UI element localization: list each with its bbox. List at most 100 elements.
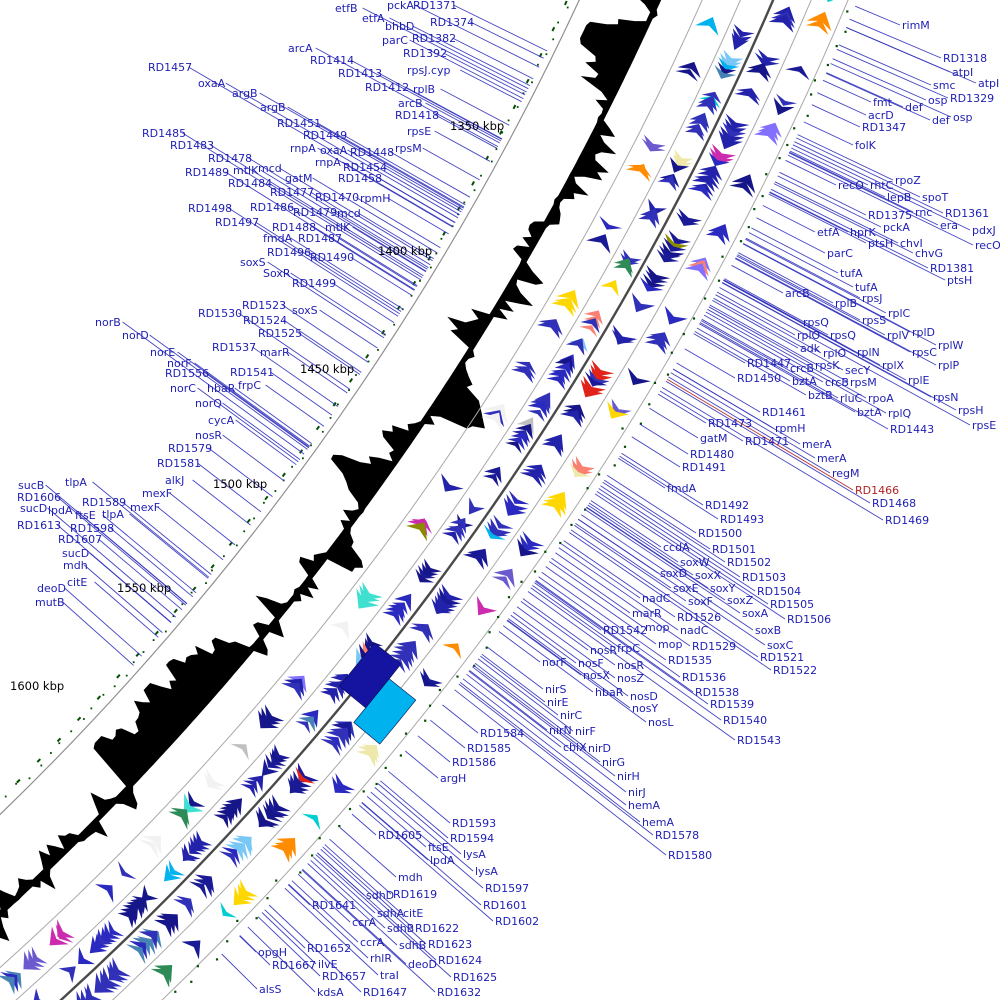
gene-label[interactable]: sucD bbox=[20, 502, 47, 515]
gene-label[interactable]: RD1347 bbox=[862, 121, 906, 134]
gene-arrow[interactable] bbox=[168, 811, 188, 830]
gene-label[interactable]: traI bbox=[380, 969, 399, 982]
gene-label[interactable]: RD1505 bbox=[770, 598, 814, 611]
gene-arrow[interactable] bbox=[164, 863, 182, 882]
gene-label[interactable]: nosD bbox=[630, 690, 658, 703]
gene-label[interactable]: RD1449 bbox=[303, 129, 347, 142]
gene-arrow[interactable] bbox=[407, 518, 428, 537]
gene-label[interactable]: RD1538 bbox=[695, 686, 739, 699]
gene-arrow[interactable] bbox=[132, 937, 151, 957]
gene-label[interactable]: mop bbox=[645, 621, 669, 634]
gene-arrow[interactable] bbox=[219, 851, 238, 869]
gene-arrow[interactable] bbox=[219, 803, 237, 821]
gene-arrow[interactable] bbox=[240, 784, 256, 798]
gene-label[interactable]: RD1530 bbox=[198, 307, 242, 320]
gene-arrow[interactable] bbox=[261, 758, 279, 776]
gene-label[interactable]: RD1652 bbox=[307, 942, 351, 955]
gene-arrow[interactable] bbox=[646, 265, 671, 282]
gene-label[interactable]: soxW bbox=[680, 556, 710, 569]
gene-label[interactable]: RD1504 bbox=[757, 585, 801, 598]
gene-arrow[interactable] bbox=[150, 968, 170, 988]
gene-label[interactable]: nirE bbox=[547, 696, 569, 709]
gene-label[interactable]: mtlK bbox=[233, 164, 259, 177]
gene-label[interactable]: SoxR bbox=[263, 267, 291, 280]
gene-arrow[interactable] bbox=[84, 986, 102, 1000]
gene-arrow[interactable] bbox=[482, 473, 499, 487]
gene-label[interactable]: deoD bbox=[37, 582, 66, 595]
gene-label[interactable]: rpsE bbox=[407, 125, 431, 138]
gene-arrow[interactable] bbox=[298, 716, 316, 733]
gene-label[interactable]: nosZ bbox=[617, 672, 644, 685]
gene-arrow[interactable] bbox=[231, 836, 252, 857]
gene-label[interactable]: ccrA bbox=[360, 936, 385, 949]
gene-arrow[interactable] bbox=[638, 211, 657, 229]
gene-arrow[interactable] bbox=[396, 640, 418, 661]
gene-label[interactable]: def bbox=[932, 114, 951, 127]
gene-label[interactable]: rnpA bbox=[315, 156, 341, 169]
gene-label[interactable]: rpsJ bbox=[862, 292, 882, 305]
gene-label[interactable]: lpdA bbox=[48, 504, 73, 517]
gene-label[interactable]: rplE bbox=[908, 374, 930, 387]
gene-arrow[interactable] bbox=[536, 319, 560, 339]
gene-label[interactable]: RD1624 bbox=[438, 954, 482, 967]
gene-label[interactable]: RD1500 bbox=[698, 527, 742, 540]
gene-arrow[interactable] bbox=[664, 305, 688, 325]
gene-arrow[interactable] bbox=[58, 966, 76, 984]
gene-arrow[interactable] bbox=[657, 175, 677, 192]
gene-label[interactable]: rplN bbox=[857, 346, 880, 359]
gene-label[interactable]: rpsM bbox=[850, 376, 877, 389]
gene-arrow[interactable] bbox=[0, 975, 15, 995]
gene-label[interactable]: spoT bbox=[922, 191, 948, 204]
gene-arrow[interactable] bbox=[540, 499, 562, 519]
gene-label[interactable]: folK bbox=[855, 139, 877, 152]
gene-label[interactable]: RD1477 bbox=[270, 186, 314, 199]
gene-arrow[interactable] bbox=[188, 881, 208, 900]
gene-arrow[interactable] bbox=[579, 325, 598, 338]
gene-label[interactable]: lpdA bbox=[430, 854, 455, 867]
gene-arrow[interactable] bbox=[565, 338, 585, 356]
gene-arrow[interactable] bbox=[546, 375, 566, 391]
gene-label[interactable]: RD1318 bbox=[943, 52, 987, 65]
gene-arrow[interactable] bbox=[190, 836, 206, 852]
gene-label[interactable]: rplC bbox=[888, 307, 911, 320]
gene-label[interactable]: arcA bbox=[288, 42, 313, 55]
gene-arrow[interactable] bbox=[551, 299, 574, 317]
gene-arrow[interactable] bbox=[564, 404, 586, 420]
gene-label[interactable]: RD1486 bbox=[250, 201, 294, 214]
gene-label[interactable]: rpoA bbox=[868, 392, 894, 405]
gene-arrow[interactable] bbox=[513, 366, 535, 380]
gene-arrow[interactable] bbox=[193, 833, 210, 850]
gene-label[interactable]: RD1540 bbox=[723, 714, 767, 727]
gene-arrow[interactable] bbox=[206, 768, 227, 787]
gene-arrow[interactable] bbox=[688, 260, 709, 277]
gene-arrow[interactable] bbox=[441, 531, 459, 546]
gene-label[interactable]: mexF bbox=[130, 501, 160, 514]
gene-arrow[interactable] bbox=[644, 338, 666, 355]
gene-arrow[interactable] bbox=[673, 153, 693, 169]
gene-label[interactable]: RD1468 bbox=[872, 497, 916, 510]
gene-label[interactable]: regM bbox=[832, 467, 860, 480]
gene-label[interactable]: etfB bbox=[335, 2, 358, 15]
gene-arrow[interactable] bbox=[821, 0, 844, 3]
gene-arrow[interactable] bbox=[645, 333, 667, 351]
gene-label[interactable]: rpmH bbox=[775, 422, 806, 435]
gene-label[interactable]: lysA bbox=[475, 865, 498, 878]
gene-arrow[interactable] bbox=[506, 493, 529, 513]
gene-label[interactable]: oxaA bbox=[320, 144, 348, 157]
gene-label[interactable]: rluC bbox=[840, 392, 863, 405]
gene-arrow[interactable] bbox=[441, 583, 464, 602]
gene-arrow[interactable] bbox=[33, 988, 51, 1000]
gene-label[interactable]: RD1537 bbox=[212, 341, 256, 354]
gene-arrow[interactable] bbox=[155, 914, 176, 935]
gene-label[interactable]: mutB bbox=[35, 596, 65, 609]
gene-label[interactable]: rplQ bbox=[888, 407, 912, 420]
gene-label[interactable]: norF bbox=[542, 656, 567, 669]
gene-label[interactable]: RD1602 bbox=[495, 915, 539, 928]
gene-arrow[interactable] bbox=[329, 621, 349, 641]
gene-arrow[interactable] bbox=[484, 403, 508, 424]
gene-label[interactable]: pdxJ bbox=[972, 224, 996, 237]
gene-label[interactable]: mcd bbox=[258, 162, 282, 175]
gene-arrow[interactable] bbox=[23, 951, 42, 970]
gene-arrow[interactable] bbox=[141, 835, 162, 856]
gene-arrow[interactable] bbox=[599, 215, 623, 230]
